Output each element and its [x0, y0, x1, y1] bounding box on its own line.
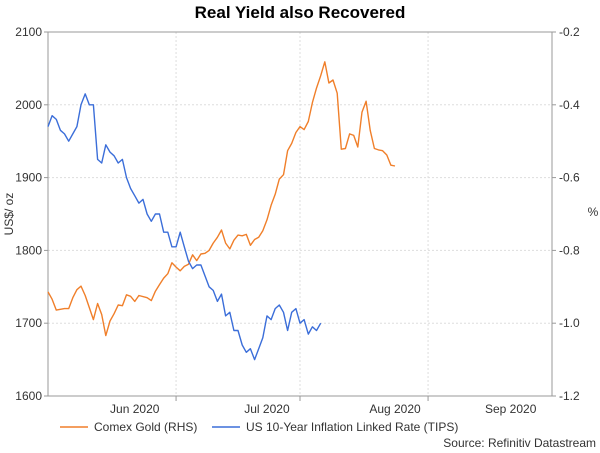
left-tick-label: 1600 — [15, 389, 42, 403]
right-axis-title: % — [588, 205, 599, 219]
right-tick-label: -0.8 — [559, 243, 580, 257]
grid — [48, 32, 552, 396]
left-axis-title: US$/ oz — [2, 193, 16, 236]
left-axis: 1600 1700 1800 1900 2000 2100 — [15, 25, 48, 403]
x-axis: Jun 2020 Jul 2020 Aug 2020 Sep 2020 — [110, 396, 537, 416]
left-tick-label: 2100 — [15, 25, 42, 39]
right-tick-label: -1.2 — [559, 389, 580, 403]
right-tick-label: -0.2 — [559, 25, 580, 39]
x-tick-label: Jul 2020 — [244, 402, 290, 416]
series-line-tips — [47, 93, 322, 361]
left-tick-label: 2000 — [15, 98, 42, 112]
x-tick-label: Aug 2020 — [369, 402, 421, 416]
legend-label-tips: US 10-Year Inflation Linked Rate (TIPS) — [246, 420, 458, 434]
right-tick-label: -1.0 — [559, 316, 580, 330]
series-group — [47, 61, 396, 361]
x-tick-label: Sep 2020 — [485, 402, 537, 416]
left-tick-label: 1900 — [15, 171, 42, 185]
legend: Comex Gold (RHS) US 10-Year Inflation Li… — [60, 420, 458, 434]
right-tick-label: -0.4 — [559, 98, 580, 112]
chart-title: Real Yield also Recovered — [195, 3, 406, 22]
source-note: Source: Refinitiv Datastream — [443, 436, 596, 450]
right-tick-label: -0.6 — [559, 171, 580, 185]
left-tick-label: 1700 — [15, 316, 42, 330]
legend-label-gold: Comex Gold (RHS) — [94, 420, 197, 434]
right-axis: -1.2 -1.0 -0.8 -0.6 -0.4 -0.2 — [552, 25, 580, 403]
series-line-gold — [47, 61, 396, 337]
left-tick-label: 1800 — [15, 243, 42, 257]
x-tick-label: Jun 2020 — [110, 402, 160, 416]
